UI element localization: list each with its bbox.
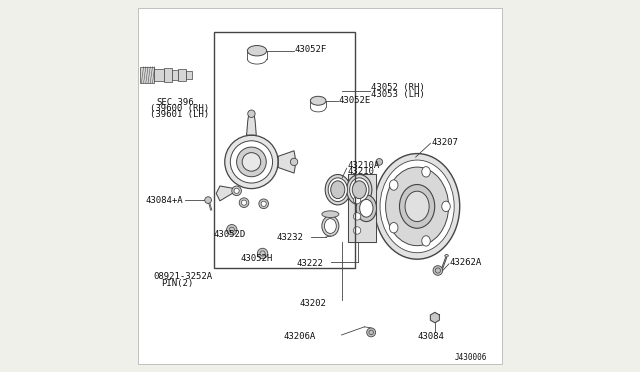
Circle shape [232,186,241,196]
Bar [214,32,355,267]
Ellipse shape [390,222,398,233]
Ellipse shape [349,178,369,202]
Text: J430006: J430006 [454,353,486,362]
Ellipse shape [328,178,348,202]
Circle shape [376,158,383,165]
Text: 43052E: 43052E [339,96,371,105]
Circle shape [205,197,211,203]
Bar [186,71,192,79]
Text: 43262A: 43262A [450,258,482,267]
Ellipse shape [347,174,372,205]
Text: PIN(2): PIN(2) [161,279,194,288]
Ellipse shape [380,160,454,253]
Circle shape [248,110,255,118]
Circle shape [291,158,298,166]
Ellipse shape [322,216,339,236]
Text: 08921-3252A: 08921-3252A [153,272,212,281]
Text: 43210: 43210 [348,167,374,176]
Circle shape [234,188,239,193]
Text: 43084+A: 43084+A [146,196,184,205]
Circle shape [257,248,268,259]
Text: 43232: 43232 [276,232,303,242]
Circle shape [367,328,376,337]
Ellipse shape [390,180,398,190]
Ellipse shape [324,219,336,234]
Circle shape [225,135,278,189]
Text: (39601 (LH): (39601 (LH) [150,110,209,119]
Polygon shape [246,112,256,135]
Circle shape [239,198,249,208]
Text: 43052H: 43052H [240,254,273,263]
Bar [140,67,154,83]
Ellipse shape [422,167,430,177]
Ellipse shape [422,236,430,246]
Circle shape [353,196,361,204]
Text: 43202: 43202 [300,299,326,308]
Text: 43207: 43207 [431,138,458,147]
Ellipse shape [248,45,267,56]
Circle shape [259,199,269,209]
Text: 43222: 43222 [297,259,324,268]
Text: 43084: 43084 [418,332,445,341]
Text: 43052D: 43052D [213,230,246,240]
Polygon shape [278,151,296,173]
Ellipse shape [310,96,326,105]
Bar [172,70,179,80]
Circle shape [433,266,443,275]
Text: (39600 (RH): (39600 (RH) [150,105,209,113]
Bar [154,69,164,81]
Ellipse shape [374,154,460,259]
Ellipse shape [356,195,376,222]
Text: 43052F: 43052F [295,45,327,54]
Bar [164,68,172,82]
Ellipse shape [405,191,429,222]
Ellipse shape [331,181,345,199]
Polygon shape [348,174,376,242]
Ellipse shape [442,201,451,212]
Circle shape [227,225,237,235]
Text: SEC.396: SEC.396 [156,98,194,107]
Ellipse shape [325,174,350,205]
Text: 43206A: 43206A [284,331,316,341]
Circle shape [230,141,273,183]
Text: 43053 (LH): 43053 (LH) [371,90,424,99]
Text: 43210A: 43210A [348,161,380,170]
Bar [179,69,186,81]
Circle shape [353,182,361,190]
Polygon shape [430,312,440,323]
Ellipse shape [352,181,366,199]
Ellipse shape [322,211,339,218]
Circle shape [353,227,361,234]
Ellipse shape [360,199,373,217]
Ellipse shape [385,167,449,246]
Circle shape [237,147,266,177]
Text: 43052 (RH): 43052 (RH) [371,83,424,92]
Circle shape [353,213,361,220]
Circle shape [242,153,260,171]
Ellipse shape [399,185,435,228]
Polygon shape [216,186,240,201]
Circle shape [261,201,266,206]
Circle shape [241,200,246,205]
